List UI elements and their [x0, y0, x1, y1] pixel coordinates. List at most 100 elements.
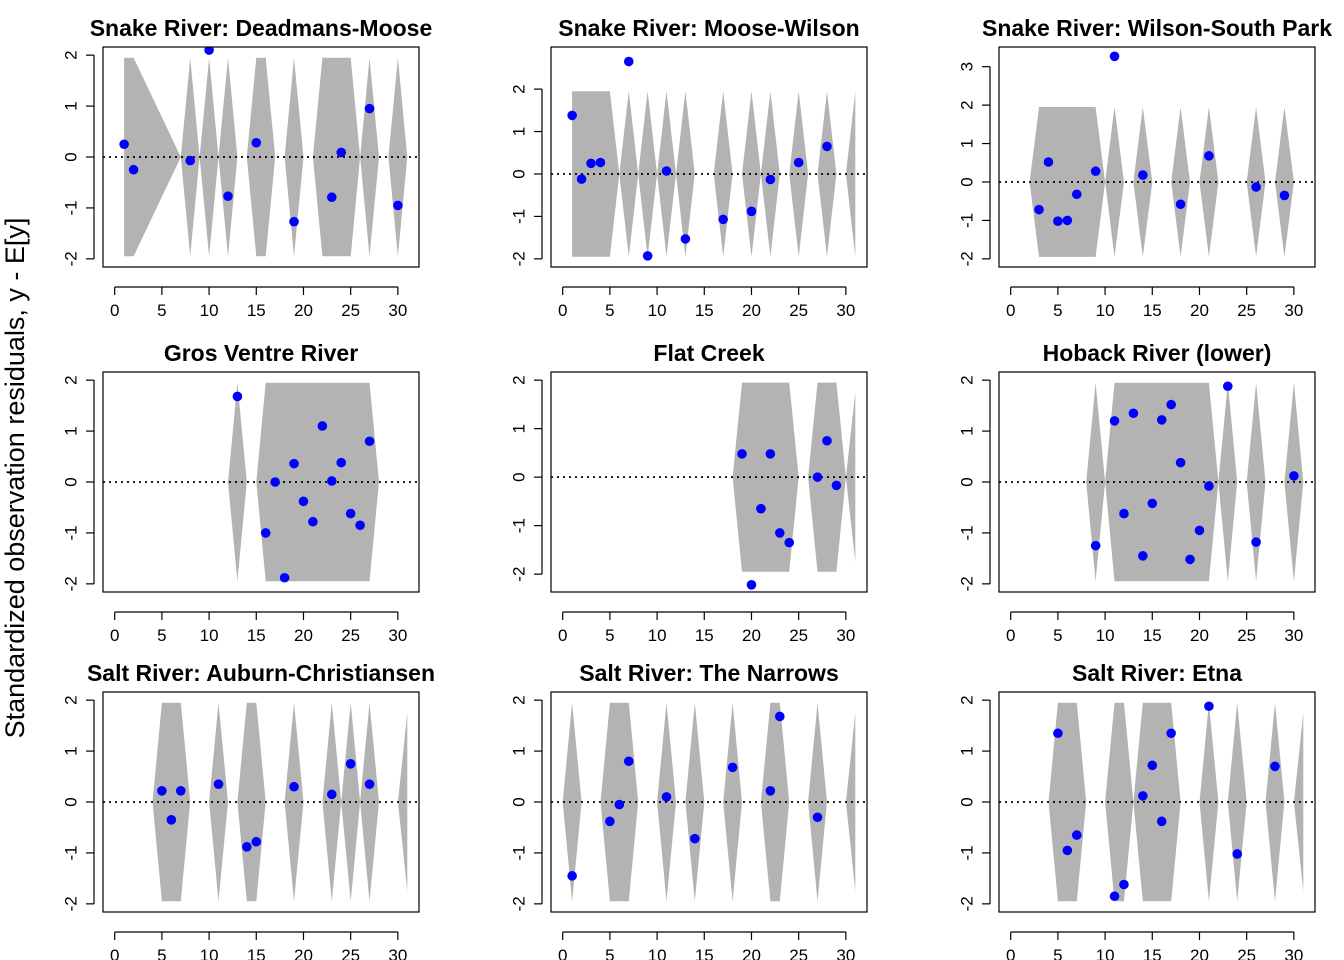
- x-tick-label: 20: [294, 626, 313, 645]
- residual-point: [1119, 879, 1129, 890]
- y-tick-label: -1: [61, 525, 80, 540]
- panel-4: Gros Ventre River 0 5 10 15 20 25 30 -2 -1 0 1 2: [61, 340, 420, 645]
- residual-point: [623, 56, 634, 67]
- x-tick-label: 15: [695, 301, 714, 320]
- x-tick-label: 15: [247, 301, 266, 320]
- residual-point: [298, 496, 309, 507]
- x-axis: 0 5 10 15 20 25 30: [110, 611, 407, 645]
- y-tick-label: 2: [61, 695, 80, 704]
- plot-frame: [102, 371, 420, 593]
- residual-point: [1204, 481, 1214, 491]
- residual-point: [1156, 415, 1167, 425]
- x-tick-label: 30: [1284, 946, 1303, 960]
- residual-point: [774, 711, 785, 722]
- plot-frame: [998, 691, 1316, 913]
- x-tick-label: 30: [836, 301, 855, 320]
- y-tick-label: 3: [957, 62, 976, 71]
- residual-point: [1279, 190, 1290, 201]
- residual-point: [326, 192, 337, 203]
- residual-point: [1232, 849, 1243, 859]
- residual-point: [690, 833, 700, 844]
- y-axis: -2 -1 0 1 2: [509, 375, 543, 582]
- residual-point: [185, 155, 196, 166]
- y-axis: -2 -1 0 1 2: [61, 695, 95, 911]
- panel-title: Salt River: Etna: [1072, 660, 1242, 686]
- residual-point: [1185, 554, 1195, 565]
- y-tick-label: -1: [509, 209, 528, 224]
- plot-frame: [102, 46, 420, 268]
- x-tick-label: 25: [341, 626, 360, 645]
- x-tick-label: 30: [388, 626, 407, 645]
- residual-point: [718, 214, 728, 225]
- x-tick-label: 10: [1096, 301, 1115, 320]
- residual-point: [242, 842, 252, 852]
- y-tick-label: 1: [61, 426, 80, 435]
- interval-band: [562, 702, 856, 902]
- y-tick-label: -1: [957, 213, 976, 228]
- y-axis: -2 -1 0 1 2: [957, 695, 991, 911]
- residual-point: [119, 139, 129, 150]
- y-tick-label: 0: [957, 177, 976, 186]
- residual-point: [326, 789, 337, 800]
- plot-area: [103, 47, 419, 257]
- residual-point: [345, 759, 356, 769]
- residual-point: [175, 785, 186, 796]
- x-tick-label: 0: [110, 946, 119, 960]
- residual-point: [1090, 540, 1101, 551]
- y-tick-label: 0: [61, 477, 80, 486]
- x-tick-label: 5: [605, 301, 614, 320]
- residual-point: [746, 580, 757, 590]
- x-tick-label: 5: [157, 626, 166, 645]
- x-tick-label: 25: [1237, 946, 1256, 960]
- x-axis: 0 5 10 15 20 25 30: [1006, 931, 1303, 960]
- x-tick-label: 5: [605, 946, 614, 960]
- panel-title: Hoback River (lower): [1043, 340, 1272, 366]
- x-tick-label: 0: [1006, 946, 1015, 960]
- residual-point: [251, 836, 262, 847]
- x-tick-label: 20: [294, 946, 313, 960]
- y-tick-label: -2: [509, 896, 528, 911]
- y-axis: -2 -1 0 1 2 3: [957, 62, 991, 266]
- x-tick-label: 5: [157, 301, 166, 320]
- x-tick-label: 15: [247, 626, 266, 645]
- y-tick-label: -1: [509, 518, 528, 533]
- y-tick-label: 2: [957, 100, 976, 109]
- residual-point: [364, 779, 375, 789]
- panel-title: Snake River: Moose-Wilson: [558, 15, 859, 41]
- y-tick-label: -2: [61, 251, 80, 266]
- plot-area: [103, 702, 419, 902]
- x-tick-label: 20: [742, 946, 761, 960]
- x-tick-label: 15: [695, 946, 714, 960]
- residual-point: [1175, 457, 1186, 468]
- residual-point: [213, 779, 224, 789]
- residual-point: [567, 110, 577, 121]
- x-tick-label: 25: [789, 626, 808, 645]
- residual-point: [642, 251, 653, 261]
- x-tick-label: 30: [1284, 301, 1303, 320]
- residual-point: [822, 435, 832, 446]
- panel-title: Snake River: Wilson-South Park: [982, 15, 1332, 41]
- x-tick-label: 0: [558, 626, 567, 645]
- residual-point: [1194, 525, 1205, 536]
- y-tick-label: -2: [61, 576, 80, 591]
- y-tick-label: 1: [957, 426, 976, 435]
- plot-frame: [550, 691, 868, 913]
- y-tick-label: 1: [61, 101, 80, 110]
- residual-point: [317, 421, 328, 431]
- panel-title: Salt River: Auburn-Christiansen: [87, 660, 435, 686]
- y-tick-label: -2: [957, 251, 976, 266]
- plot-area: [999, 51, 1315, 257]
- y-axis: -2 -1 0 1 2: [61, 375, 95, 591]
- panel-6: Hoback River (lower) 0 5 10 15 20 25 30 -2 -1 0 1 2: [957, 340, 1316, 645]
- residual-point: [1289, 471, 1299, 481]
- interval-band: [1029, 107, 1294, 257]
- y-tick-label: 2: [509, 695, 528, 704]
- residual-point: [223, 191, 233, 202]
- residual-point: [289, 458, 299, 469]
- residual-point: [289, 781, 299, 792]
- residual-point: [831, 480, 842, 491]
- residual-point: [166, 815, 177, 825]
- x-tick-label: 5: [1053, 626, 1062, 645]
- x-tick-label: 0: [558, 301, 567, 320]
